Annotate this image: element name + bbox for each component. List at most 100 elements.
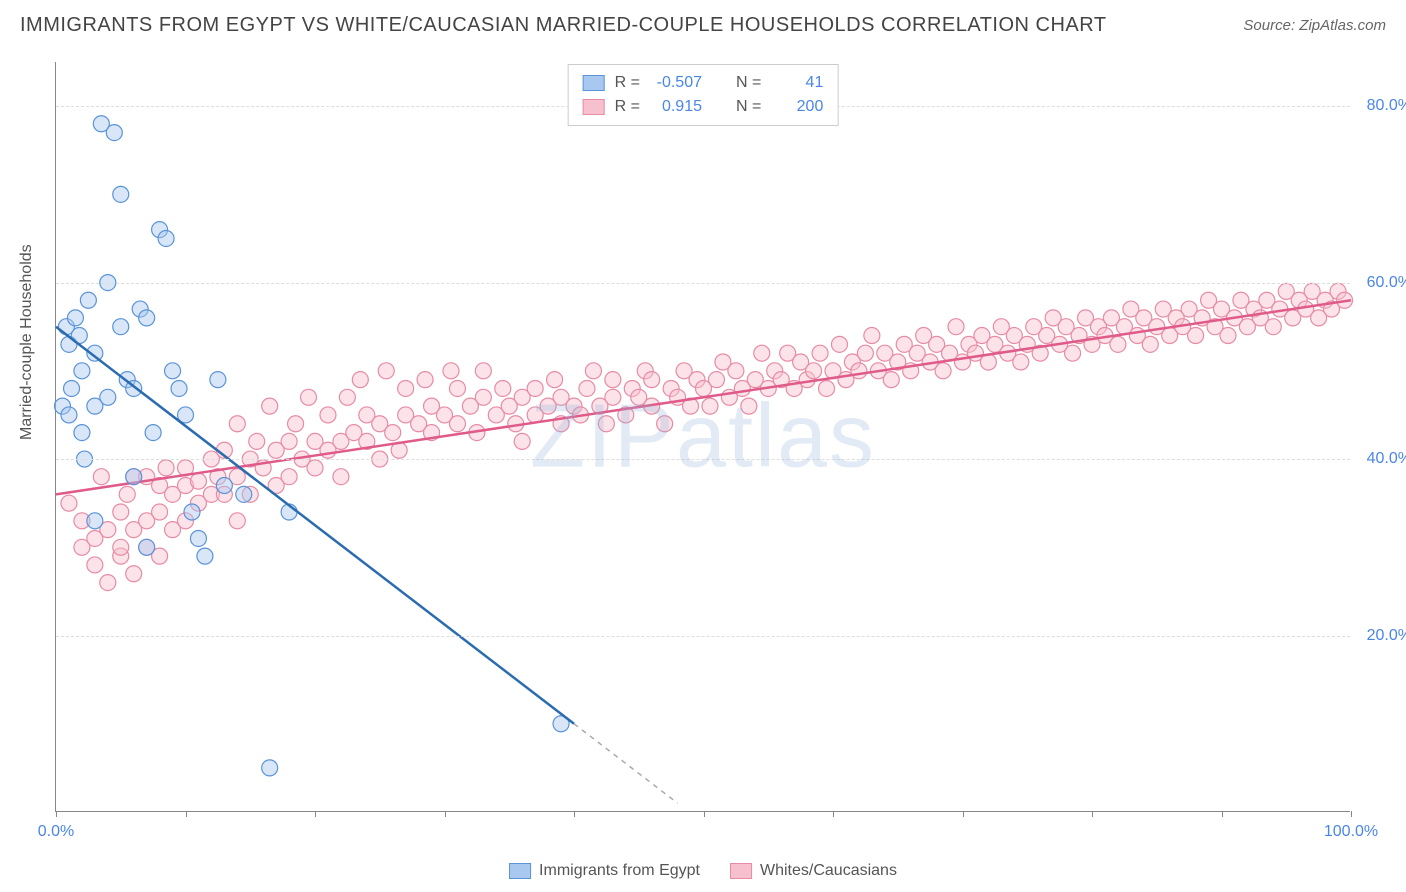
scatter-point: [585, 363, 601, 379]
scatter-point: [229, 513, 245, 529]
scatter-point: [301, 389, 317, 405]
scatter-point: [262, 398, 278, 414]
plot-area: ZIPatlas 20.0%40.0%60.0%80.0%0.0%100.0%: [55, 62, 1350, 812]
scatter-point: [93, 469, 109, 485]
scatter-point: [67, 310, 83, 326]
scatter-point: [1220, 328, 1236, 344]
scatter-point: [113, 504, 129, 520]
scatter-point: [702, 398, 718, 414]
scatter-point: [139, 539, 155, 555]
legend-r-prefix-2: R =: [615, 95, 640, 119]
scatter-point: [249, 433, 265, 449]
scatter-point: [74, 363, 90, 379]
legend-swatch-1: [583, 75, 605, 91]
scatter-point: [339, 389, 355, 405]
scatter-point: [236, 486, 252, 502]
scatter-point: [100, 575, 116, 591]
x-tick-label: 0.0%: [38, 823, 74, 841]
x-tick: [1092, 811, 1093, 817]
scatter-point: [475, 363, 491, 379]
legend-r-value-1: -0.507: [650, 71, 702, 95]
scatter-point: [547, 372, 563, 388]
x-tick-label: 100.0%: [1324, 823, 1378, 841]
scatter-point: [262, 760, 278, 776]
scatter-point: [1188, 328, 1204, 344]
scatter-point: [598, 416, 614, 432]
scatter-point: [1110, 336, 1126, 352]
scatter-point: [74, 425, 90, 441]
scatter-point: [113, 539, 129, 555]
bottom-legend-label-2: Whites/Caucasians: [760, 862, 897, 880]
bottom-legend-swatch-1: [509, 863, 531, 879]
scatter-point: [741, 398, 757, 414]
scatter-point: [61, 407, 77, 423]
scatter-point: [514, 433, 530, 449]
scatter-point: [851, 363, 867, 379]
scatter-point: [281, 469, 297, 485]
scatter-point: [495, 380, 511, 396]
x-tick: [315, 811, 316, 817]
scatter-point: [113, 186, 129, 202]
y-tick-label: 60.0%: [1367, 274, 1406, 292]
scatter-point: [883, 372, 899, 388]
scatter-point: [288, 416, 304, 432]
legend-swatch-2: [583, 99, 605, 115]
source-attribution: Source: ZipAtlas.com: [1243, 17, 1386, 34]
scatter-point: [948, 319, 964, 335]
scatter-point: [126, 469, 142, 485]
scatter-point: [190, 473, 206, 489]
scatter-point: [119, 486, 135, 502]
y-tick-label: 40.0%: [1367, 450, 1406, 468]
scatter-point: [61, 495, 77, 511]
grid-line: [56, 459, 1350, 460]
scatter-point: [87, 557, 103, 573]
regression-line-extrapolated: [574, 724, 678, 803]
scatter-point: [190, 530, 206, 546]
bottom-legend-item-1: Immigrants from Egypt: [509, 862, 700, 880]
bottom-legend: Immigrants from Egypt Whites/Caucasians: [509, 862, 897, 880]
scatter-point: [708, 372, 724, 388]
scatter-point: [1013, 354, 1029, 370]
scatter-point: [64, 380, 80, 396]
scatter-point: [113, 319, 129, 335]
scatter-point: [216, 478, 232, 494]
scatter-point: [812, 345, 828, 361]
scatter-point: [171, 380, 187, 396]
scatter-point: [333, 469, 349, 485]
x-tick: [963, 811, 964, 817]
scatter-point: [605, 372, 621, 388]
scatter-point: [857, 345, 873, 361]
scatter-point: [1142, 336, 1158, 352]
scatter-point: [158, 230, 174, 246]
scatter-point: [449, 380, 465, 396]
y-tick-label: 20.0%: [1367, 627, 1406, 645]
bottom-legend-label-1: Immigrants from Egypt: [539, 862, 700, 880]
x-tick: [833, 811, 834, 817]
scatter-point: [449, 416, 465, 432]
chart-container: IMMIGRANTS FROM EGYPT VS WHITE/CAUCASIAN…: [0, 0, 1406, 892]
x-tick: [1351, 811, 1352, 817]
legend-n-prefix-1: N =: [736, 71, 761, 95]
source-prefix: Source:: [1243, 17, 1299, 34]
grid-line: [56, 283, 1350, 284]
scatter-point: [443, 363, 459, 379]
legend-row-series-2: R = 0.915 N = 200: [583, 95, 824, 119]
x-tick: [56, 811, 57, 817]
scatter-point: [754, 345, 770, 361]
scatter-point: [935, 363, 951, 379]
scatter-point: [475, 389, 491, 405]
x-tick: [704, 811, 705, 817]
scatter-point: [184, 504, 200, 520]
legend-r-value-2: 0.915: [650, 95, 702, 119]
x-tick: [1222, 811, 1223, 817]
scatter-point: [165, 363, 181, 379]
scatter-point: [197, 548, 213, 564]
chart-svg: [56, 62, 1351, 812]
scatter-point: [307, 460, 323, 476]
correlation-legend-box: R = -0.507 N = 41 R = 0.915 N = 200: [568, 64, 839, 126]
source-link[interactable]: ZipAtlas.com: [1299, 17, 1386, 34]
bottom-legend-item-2: Whites/Caucasians: [730, 862, 897, 880]
x-tick: [445, 811, 446, 817]
scatter-point: [378, 363, 394, 379]
x-tick: [186, 811, 187, 817]
